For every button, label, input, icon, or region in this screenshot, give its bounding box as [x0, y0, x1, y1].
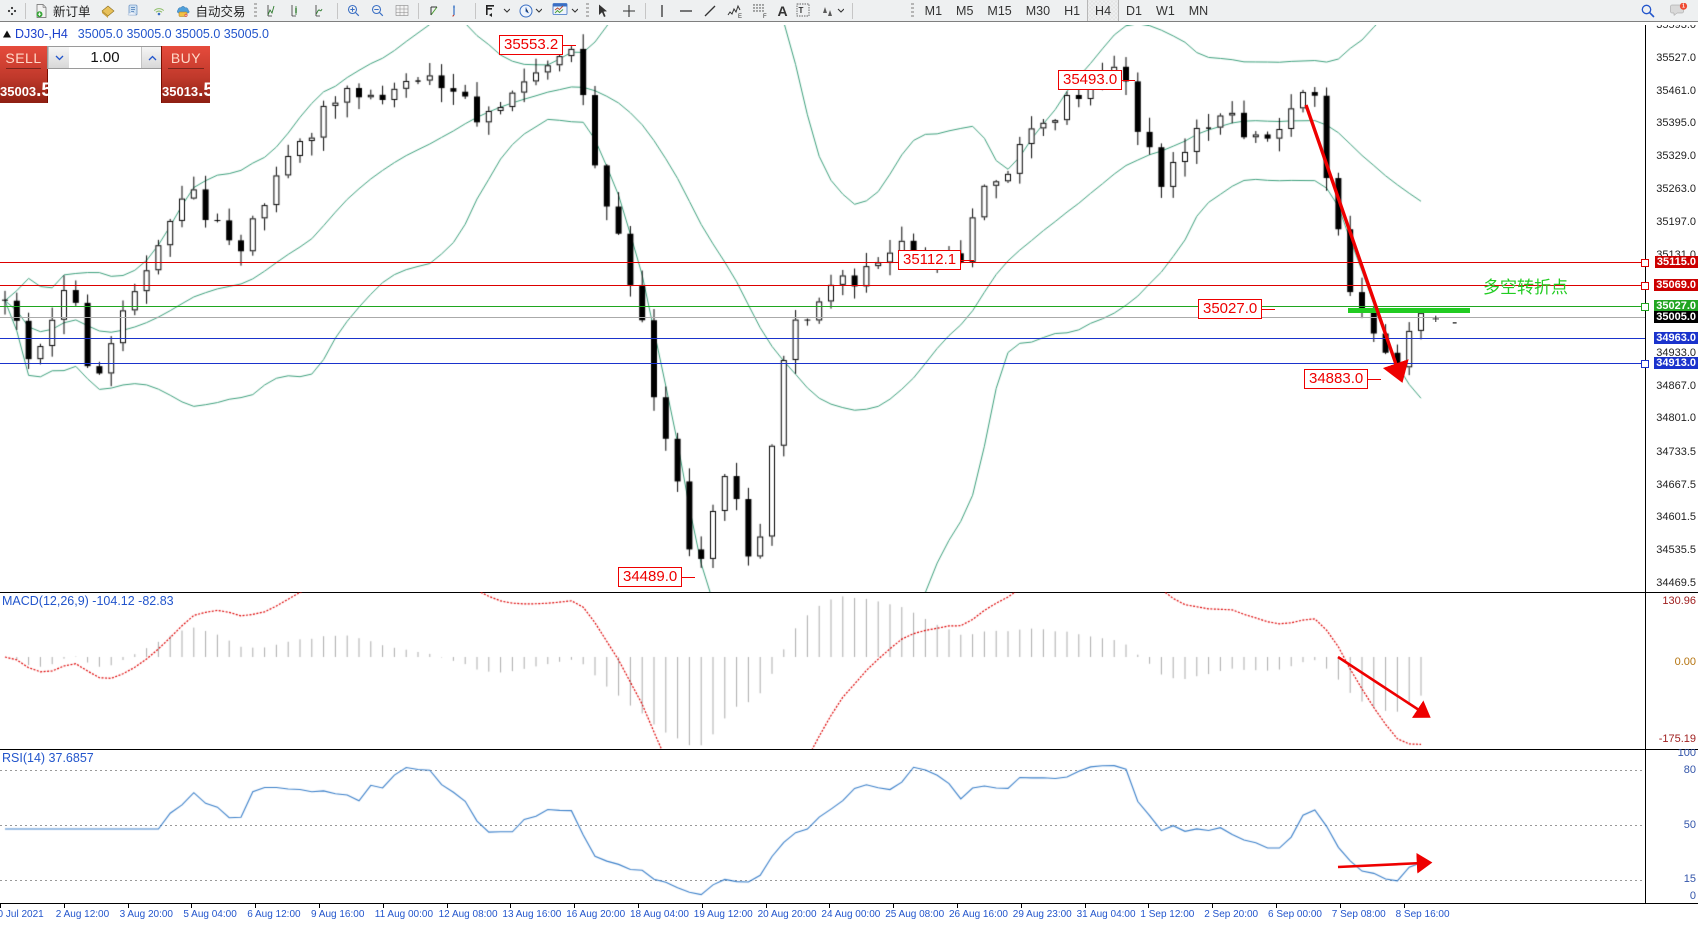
svg-text:1: 1 [1682, 3, 1685, 9]
svg-text:T: T [798, 6, 803, 15]
svg-text:F: F [763, 14, 767, 19]
svg-text:E: E [738, 14, 742, 19]
